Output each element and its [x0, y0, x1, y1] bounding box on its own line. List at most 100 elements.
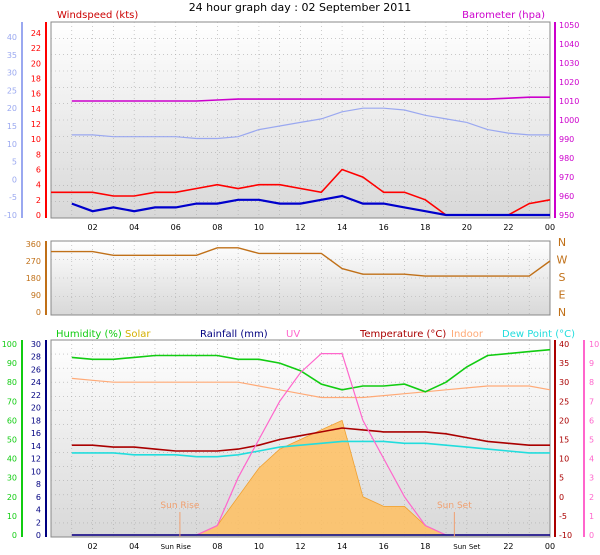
wind-xtick-4: 10 [254, 223, 264, 232]
hum-uv-tick-3: 7 [589, 397, 594, 406]
wind-far-left-tick-6: 10 [7, 140, 17, 149]
hum-uv-tick-6: 4 [589, 455, 594, 464]
hum-uv-tick-8: 2 [589, 493, 594, 502]
hum-humidity-tick-6: 40 [7, 455, 17, 464]
hum-uv-tick-9: 1 [589, 512, 594, 521]
dir-right-tick-2: S [559, 271, 566, 284]
wind-left-tick-4: 16 [31, 90, 41, 99]
hum-rain-tick-10: 10 [31, 467, 41, 476]
hum-legend-3: UV [286, 329, 300, 340]
series-dewpoint [71, 440, 550, 458]
wind-xtick-2: 06 [171, 223, 181, 232]
dir-right-tick-0: N [558, 236, 566, 249]
dir-left-tick-2: 180 [26, 274, 41, 283]
wind-right-tick-9: 960 [559, 192, 574, 201]
wind-right-tick-3: 1020 [559, 78, 579, 87]
hum-uv-tick-10: 0 [589, 531, 594, 540]
wind-xtick-10: 22 [503, 223, 513, 232]
wind-xtick-11: 00 [545, 223, 555, 232]
hum-rain-tick-15: 0 [36, 531, 41, 540]
series-temperature [71, 427, 550, 452]
hum-xtick-0: 02 [87, 542, 97, 551]
wind-left-tick-0: 24 [31, 29, 41, 38]
wind-far-left-tick-0: 40 [7, 33, 17, 42]
wind-far-left-tick-7: 5 [12, 158, 17, 167]
wind-right-tick-1: 1040 [559, 40, 579, 49]
hum-uv-tick-4: 6 [589, 416, 594, 425]
hum-temperature-tick-9: -5 [559, 512, 567, 521]
hum-uv-tick-0: 10 [589, 340, 599, 349]
wind-far-left-tick-5: 15 [7, 122, 17, 131]
hum-rain-tick-14: 2 [36, 518, 41, 527]
hum-uv-tick-2: 8 [589, 378, 594, 387]
hum-xtick-2: Sun Rise [161, 543, 191, 551]
wind-xtick-5: 12 [295, 223, 305, 232]
hum-legend-5: Indoor [451, 329, 484, 340]
hum-rain-tick-12: 6 [36, 493, 41, 502]
wind-right-tick-6: 990 [559, 135, 574, 144]
wind-right-tick-7: 980 [559, 154, 574, 163]
hum-xtick-1: 04 [129, 542, 139, 551]
dir-left-tick-1: 270 [26, 257, 41, 266]
page-title: 24 hour graph day : 02 September 2011 [189, 1, 412, 14]
hum-xtick-6: 14 [337, 542, 347, 551]
hum-uv-tick-1: 9 [589, 359, 594, 368]
hum-temperature-tick-4: 20 [559, 416, 569, 425]
dir-left-tick-4: 0 [36, 308, 41, 317]
hum-xtick-8: 18 [420, 542, 430, 551]
hum-xtick-9: Sun Set [453, 543, 480, 551]
hum-humidity-tick-3: 70 [7, 397, 17, 406]
hum-legend-1: Solar [125, 329, 151, 340]
hum-temperature-tick-6: 10 [559, 455, 569, 464]
series-barometer [71, 96, 550, 102]
wind-far-left-tick-4: 20 [7, 104, 17, 113]
hum-rain-tick-1: 28 [31, 353, 41, 362]
wind-right-tick-8: 970 [559, 173, 574, 182]
hum-humidity-tick-8: 20 [7, 493, 17, 502]
wind-left-tick-5: 14 [31, 105, 41, 114]
wind-left-tick-8: 8 [36, 150, 41, 159]
wind-xtick-6: 14 [337, 223, 347, 232]
hum-rain-tick-13: 4 [36, 506, 41, 515]
wind-far-left-tick-3: 25 [7, 86, 17, 95]
wind-left-tick-1: 22 [31, 44, 41, 53]
wind-left-tick-2: 20 [31, 59, 41, 68]
series-wind-temperature [71, 107, 550, 140]
hum-humidity-tick-0: 100 [2, 340, 17, 349]
wind-left-tick-6: 12 [31, 120, 41, 129]
hum-temperature-tick-0: 40 [559, 340, 569, 349]
hum-legend-4: Temperature (°C) [359, 329, 446, 340]
hum-humidity-tick-4: 60 [7, 416, 17, 425]
dir-left-tick-3: 90 [31, 291, 41, 300]
wind-xtick-3: 08 [212, 223, 222, 232]
hum-rain-tick-2: 26 [31, 365, 41, 374]
hum-rain-tick-6: 18 [31, 416, 41, 425]
annotation-sunrise: Sun Rise [160, 501, 199, 511]
wind-left-tick-9: 6 [36, 166, 41, 175]
hum-temperature-tick-5: 15 [559, 436, 569, 445]
dir-right-tick-1: W [557, 254, 568, 267]
hum-uv-tick-7: 3 [589, 474, 594, 483]
dir-right-tick-4: N [558, 306, 566, 319]
wind-xtick-7: 16 [379, 223, 389, 232]
hum-rain-tick-9: 12 [31, 455, 41, 464]
hum-rain-tick-8: 14 [31, 442, 41, 451]
hum-humidity-tick-1: 90 [7, 359, 17, 368]
hum-xtick-5: 12 [295, 542, 305, 551]
hum-rain-tick-4: 22 [31, 391, 41, 400]
hum-legend-0: Humidity (%) [56, 329, 122, 340]
wind-far-left-tick-8: 0 [12, 175, 17, 184]
hum-humidity-tick-10: 0 [12, 531, 17, 540]
dir-left-tick-0: 360 [26, 240, 41, 249]
hum-temperature-tick-1: 35 [559, 359, 569, 368]
wind-left-tick-7: 10 [31, 135, 41, 144]
hum-xtick-10: 22 [503, 542, 513, 551]
hum-rain-tick-3: 24 [31, 378, 41, 387]
dir-right-tick-3: E [559, 289, 566, 302]
hum-temperature-tick-2: 30 [559, 378, 569, 387]
hum-uv-tick-5: 5 [589, 436, 594, 445]
wind-far-left-tick-2: 30 [7, 69, 17, 78]
hum-humidity-tick-9: 10 [7, 512, 17, 521]
wind-left-tick-3: 18 [31, 75, 41, 84]
